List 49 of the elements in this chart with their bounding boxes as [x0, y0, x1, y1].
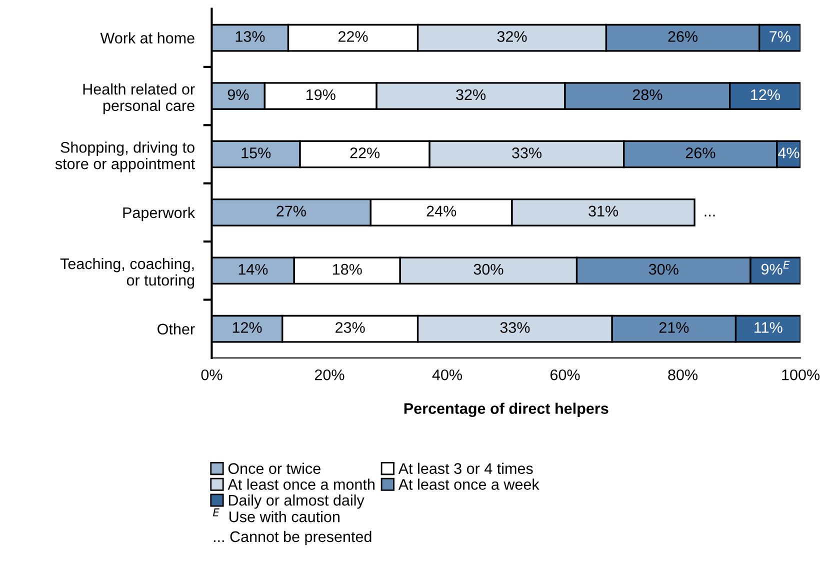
- x-tick-label: 20%: [314, 369, 344, 380]
- x-tick-label: 40%: [432, 369, 462, 380]
- text: ... Cannot be presented: [214, 530, 372, 546]
- data-label: 9%$^{E}$: [761, 260, 790, 275]
- data-label: 33%: [500, 322, 530, 333]
- data-label: 9%: [228, 89, 249, 100]
- data-label: 30%: [648, 264, 678, 275]
- data-label: 26%: [668, 31, 698, 42]
- data-label: 18%: [333, 264, 362, 275]
- data-label: 21%: [659, 322, 689, 333]
- data-label: 14%: [238, 264, 268, 275]
- data-label: 7%: [770, 31, 790, 42]
- y-tick-label: Work at home: [100, 32, 194, 44]
- legend-label: Daily or almost daily: [228, 494, 364, 509]
- legend-label: At least once a week: [398, 478, 540, 490]
- data-label: 4%: [778, 148, 800, 158]
- x-tick-label: 100%: [782, 369, 820, 380]
- x-tick-label: 0%: [201, 369, 222, 380]
- legend-label: At least once a month: [228, 478, 374, 490]
- data-label: 15%: [242, 148, 271, 158]
- data-label: 12%: [751, 89, 780, 100]
- data-label: 11%: [754, 322, 782, 333]
- data-label: 32%: [497, 31, 527, 42]
- data-label: 12%: [232, 322, 262, 333]
- y-tick-label: Teaching, coaching, or tutoring: [60, 258, 194, 289]
- data-label: 30%: [474, 264, 504, 275]
- text: $^{E}$ Use with caution: [212, 508, 340, 522]
- y-tick-label: Paperwork: [123, 206, 196, 222]
- x-tick-label: 80%: [668, 369, 698, 380]
- data-label: 24%: [426, 206, 456, 216]
- y-tick-label: Health related or personal care: [83, 83, 195, 114]
- legend-label: Once or twice: [228, 462, 320, 474]
- data-label: 27%: [276, 206, 306, 216]
- data-label: 19%: [306, 89, 336, 100]
- data-label: 26%: [686, 148, 716, 158]
- data-label: 22%: [338, 31, 368, 42]
- data-label: 23%: [336, 322, 365, 333]
- data-label: 33%: [512, 148, 542, 158]
- annotation: ...: [704, 214, 715, 216]
- data-label: 13%: [236, 31, 265, 42]
- legend-label: At least 3 or 4 times: [398, 462, 533, 474]
- x-axis-title: Percentage of direct helpers: [404, 402, 608, 418]
- y-tick-label: Other: [158, 323, 195, 335]
- data-label: 32%: [456, 89, 486, 100]
- data-label: 31%: [588, 206, 618, 217]
- data-label: 22%: [350, 148, 380, 158]
- y-tick-label: Shopping, driving to store or appointment: [55, 142, 195, 172]
- x-tick-label: 60%: [550, 369, 580, 380]
- data-label: 28%: [632, 89, 662, 100]
